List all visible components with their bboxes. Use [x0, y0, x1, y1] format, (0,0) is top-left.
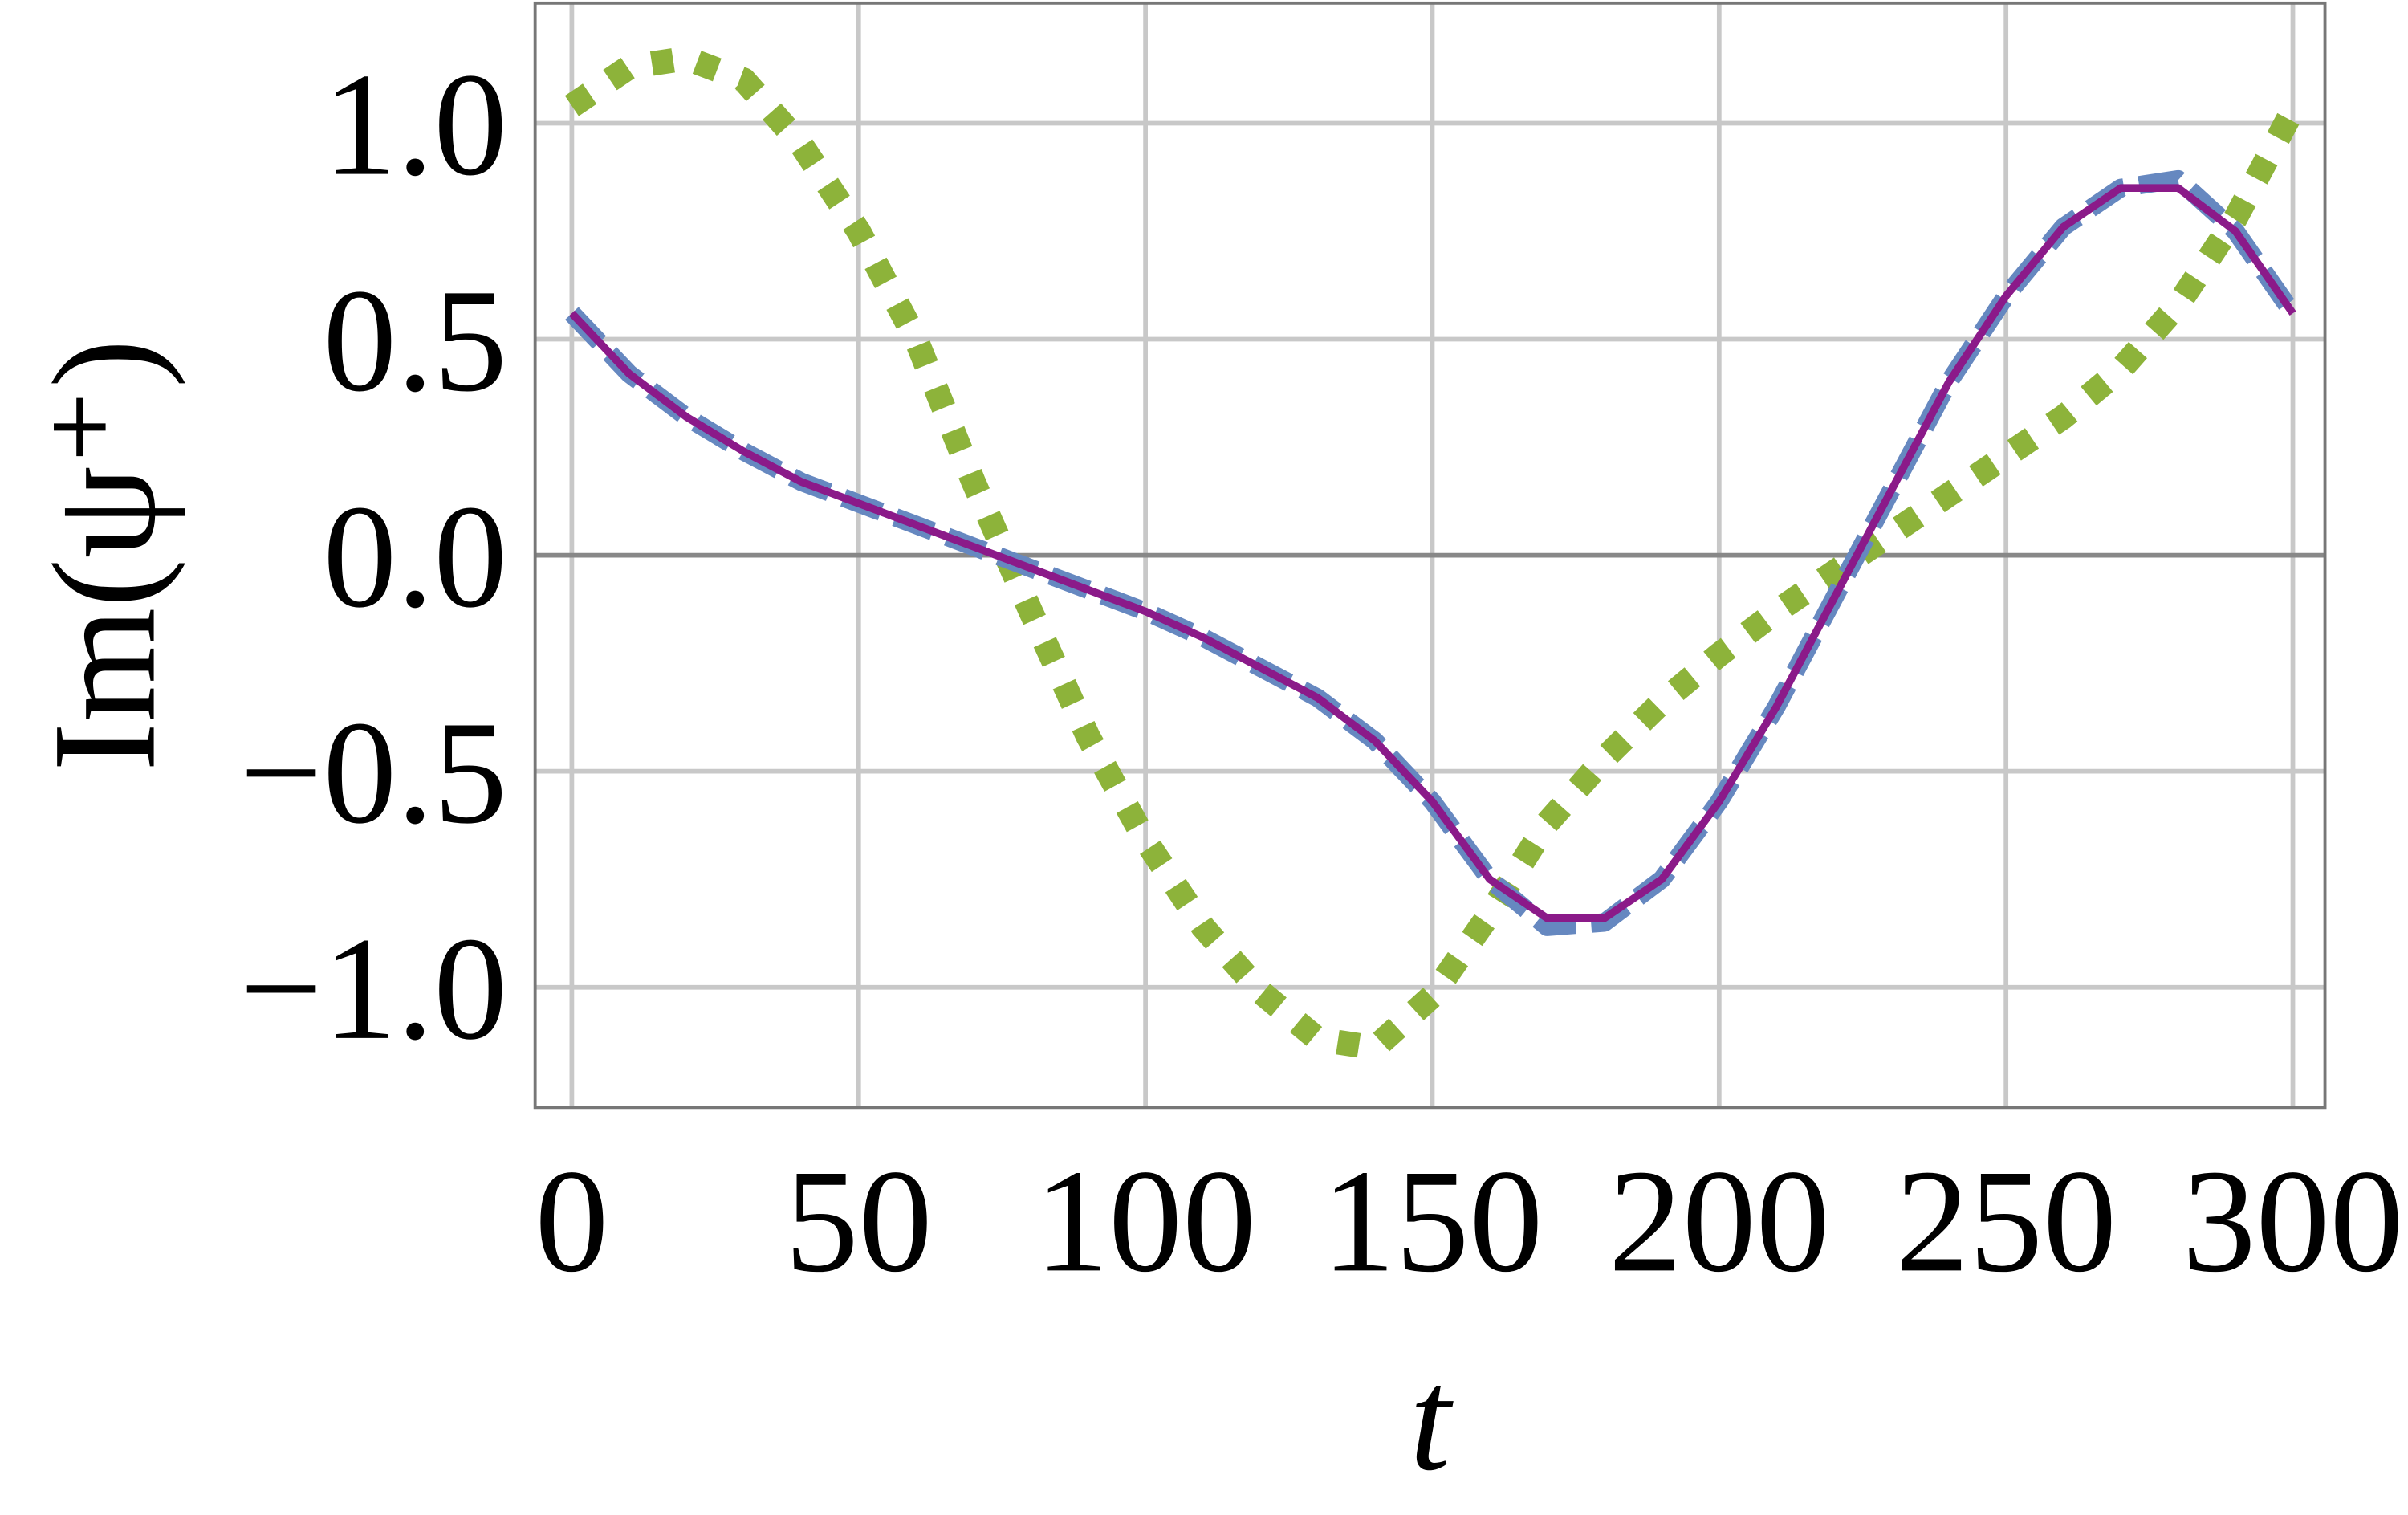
y-axis-label: Im(ψ⁺) — [22, 339, 186, 772]
y-tick-label: 0.0 — [323, 474, 507, 638]
y-tick-label: 0.5 — [323, 259, 507, 422]
x-tick-label: 200 — [1609, 1138, 1830, 1302]
x-tick-label: 100 — [1035, 1138, 1256, 1302]
y-tick-label: −1.0 — [240, 906, 508, 1070]
x-tick-label: 300 — [2182, 1138, 2404, 1302]
series-line — [568, 184, 2296, 922]
y-tick-label: −0.5 — [240, 690, 508, 854]
series-line — [564, 46, 2304, 1061]
y-tick-label: 1.0 — [323, 43, 507, 206]
x-tick-label: 50 — [785, 1138, 933, 1302]
plot-frame — [533, 1, 2327, 1110]
x-axis-label: t — [1409, 1338, 1454, 1501]
x-tick-label: 0 — [535, 1138, 608, 1302]
x-tick-label: 150 — [1322, 1138, 1544, 1302]
x-tick-label: 250 — [1895, 1138, 2117, 1302]
